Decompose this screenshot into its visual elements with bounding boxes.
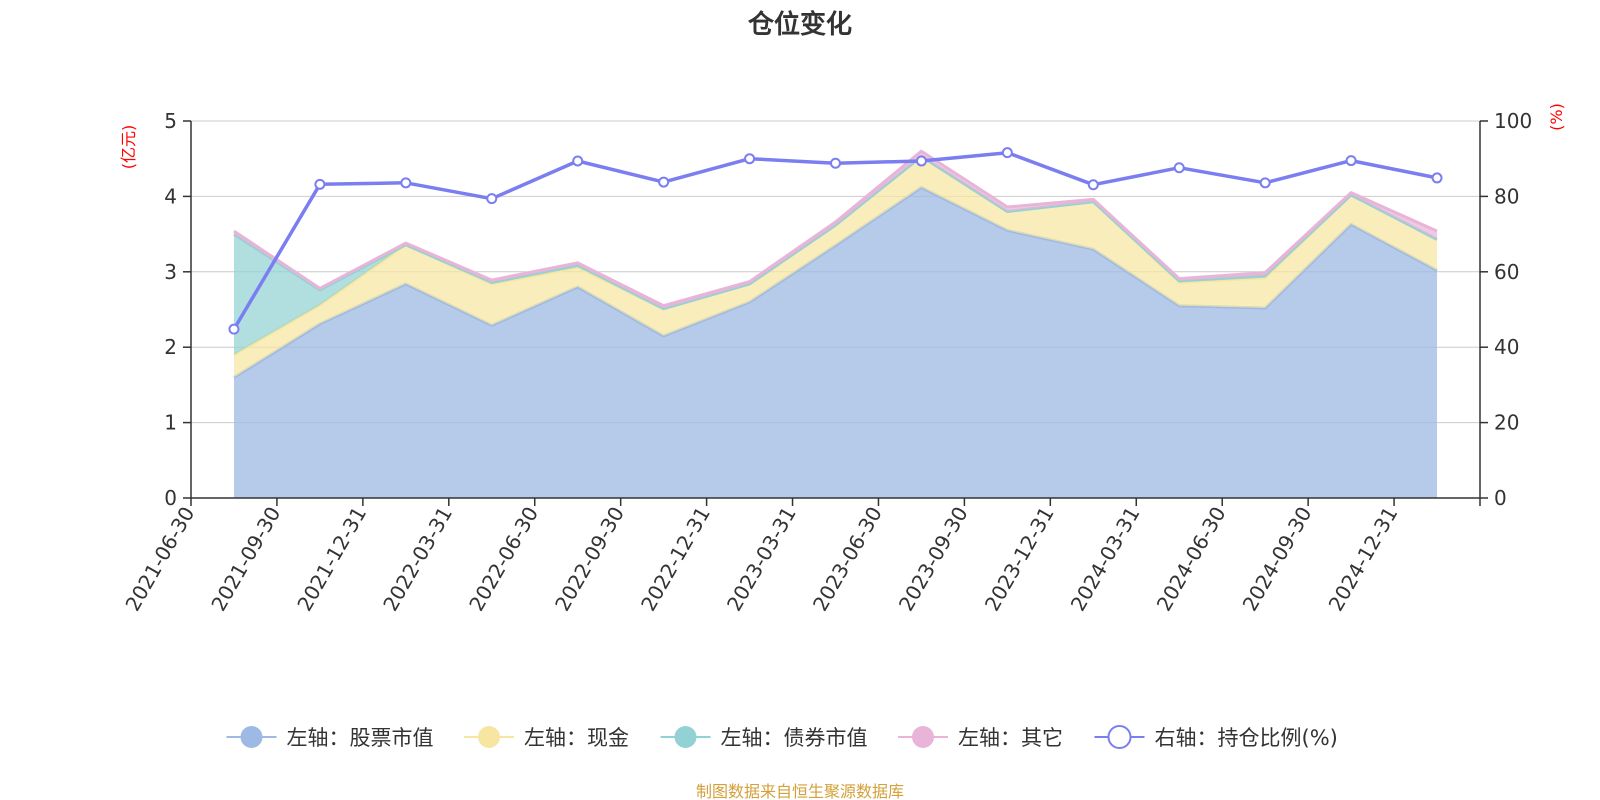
legend-item-5[interactable]: 右轴：持仓比例(%): [1094, 725, 1338, 750]
ratio-point: [400, 177, 412, 189]
x-axis-tick-label: 2023-03-31: [722, 503, 801, 616]
holding-ratio-line: [228, 147, 1443, 335]
legend: 左轴：股票市值 左轴：现金 左轴：债券市值 左轴：其它 右轴：持仓比例(%): [226, 725, 1338, 750]
legend-item-1[interactable]: 左轴：股票市值: [226, 726, 434, 750]
ratio-point: [658, 176, 670, 188]
x-axis-tick-label: 2021-12-31: [292, 503, 371, 616]
legend-label: 左轴：现金: [524, 726, 629, 750]
legend-dot-marker: [912, 726, 934, 748]
ratio-point: [1173, 162, 1185, 174]
right-axis-unit: (%): [1547, 103, 1566, 131]
legend-label: 左轴：债券市值: [721, 726, 868, 750]
legend-item-3[interactable]: 左轴：债券市值: [660, 726, 868, 750]
ratio-point: [486, 193, 498, 205]
ratio-point: [228, 323, 240, 335]
left-axis-tick-label: 2: [164, 335, 177, 359]
legend-label: 左轴：股票市值: [287, 726, 434, 750]
ratio-point: [1001, 147, 1013, 159]
ratio-point: [1087, 179, 1099, 191]
ratio-point: [744, 153, 756, 165]
ratio-point: [572, 155, 584, 167]
data-source-note: 制图数据来自恒生聚源数据库: [696, 782, 904, 800]
x-axis-tick-label: 2023-12-31: [980, 503, 1059, 616]
x-axis-tick-label: 2023-06-30: [808, 503, 887, 616]
left-axis-tick-label: 0: [164, 486, 177, 510]
legend-label: 右轴：持仓比例(%): [1155, 726, 1338, 750]
left-axis-tick-label: 5: [164, 109, 177, 133]
right-axis-tick-label: 60: [1494, 260, 1519, 284]
ratio-point: [314, 178, 326, 190]
left-axis-unit: (亿元): [119, 125, 138, 170]
x-axis-tick-label: 2024-09-30: [1238, 503, 1317, 616]
x-axis-tick-label: 2022-06-30: [464, 503, 543, 616]
legend-label: 左轴：其它: [958, 726, 1063, 750]
ratio-point: [1431, 172, 1443, 184]
right-axis-tick-label: 80: [1494, 184, 1519, 208]
ratio-point: [1345, 155, 1357, 167]
ratio-point: [1259, 177, 1271, 189]
left-axis-tick-label: 1: [164, 411, 177, 435]
right-axis-tick-label: 0: [1494, 486, 1507, 510]
x-axis-tick-label: 2024-03-31: [1066, 503, 1145, 616]
ratio-point: [915, 155, 927, 167]
right-axis-tick-label: 20: [1494, 411, 1519, 435]
chart-title: 仓位变化: [747, 9, 852, 40]
legend-item-2[interactable]: 左轴：现金: [464, 726, 629, 750]
legend-dot-marker: [1107, 725, 1132, 749]
x-axis-tick-label: 2022-12-31: [636, 503, 715, 616]
x-axis-tick-label: 2022-03-31: [378, 503, 457, 616]
x-axis-tick-label: 2021-06-30: [120, 503, 199, 616]
legend-dot-marker: [478, 726, 500, 748]
ratio-point: [830, 157, 841, 169]
x-axis-tick-label: 2023-09-30: [894, 503, 973, 616]
right-axis-tick-label: 100: [1494, 109, 1532, 133]
left-axis-tick-label: 3: [164, 260, 177, 284]
legend-item-4[interactable]: 左轴：其它: [898, 726, 1063, 750]
area-fill: [234, 187, 1437, 498]
x-axis-tick-label: 2024-06-30: [1152, 503, 1231, 616]
right-axis-tick-label: 40: [1494, 335, 1519, 359]
x-axis-tick-label: 2021-09-30: [206, 503, 285, 616]
area-series-4: [233, 149, 1438, 309]
stacked-areas: [233, 149, 1438, 498]
legend-dot-marker: [674, 726, 697, 748]
legend-dot-marker: [240, 726, 263, 748]
x-axis-tick-label: 2022-09-30: [550, 503, 629, 616]
left-axis-tick-label: 4: [164, 184, 177, 208]
area-top-line: [233, 149, 1438, 308]
x-axis-tick-label: 2024-12-31: [1323, 503, 1402, 616]
